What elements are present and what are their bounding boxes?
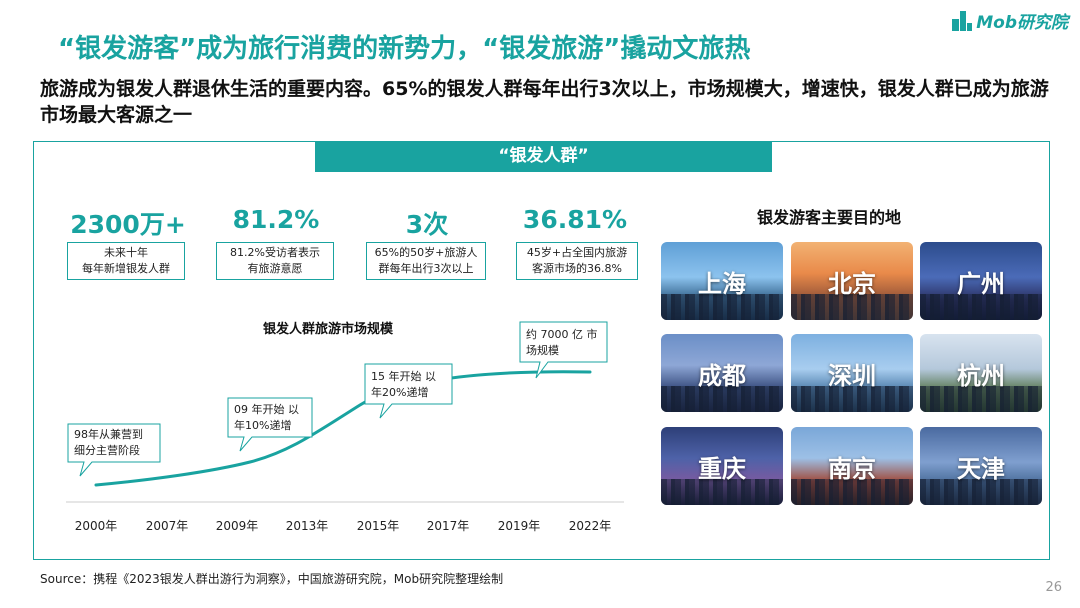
building-icon <box>952 10 973 31</box>
callout-3-line-2: 年20%递增 <box>371 385 428 399</box>
city-tile: 南京 <box>791 427 913 505</box>
brand-logo: Mob研究院 <box>952 8 1068 33</box>
city-label: 北京 <box>828 270 876 298</box>
city-label: 深圳 <box>828 362 876 390</box>
x-tick-label: 2007年 <box>146 519 189 533</box>
stat-value-2: 81.2% <box>232 205 320 234</box>
skyline-image <box>791 294 913 320</box>
x-tick-label: 2000年 <box>75 519 118 533</box>
chart-title: 银发人群旅游市场规模 <box>263 322 394 337</box>
city-label: 南京 <box>828 455 876 483</box>
logo-text: Mob研究院 <box>976 13 1068 33</box>
city-tile: 天津 <box>920 427 1042 505</box>
x-tick-label: 2022年 <box>569 519 612 533</box>
city-tile: 广州 <box>920 242 1042 320</box>
stat-desc-4: 45岁+占全国内旅游 客源市场的36.8% <box>516 242 638 280</box>
x-tick-label: 2013年 <box>286 519 329 533</box>
skyline-image <box>791 479 913 505</box>
city-label: 成都 <box>698 362 746 390</box>
callout-3: 15 年开始 以 年20%递增 <box>364 363 453 419</box>
page-subtitle: 旅游成为银发人群退休生活的重要内容。65%的银发人群每年出行3次以上，市场规模大… <box>40 78 1049 126</box>
city-tile: 上海 <box>661 242 783 320</box>
city-label: 杭州 <box>957 362 1005 390</box>
stat-value-1: 2300万+ <box>70 210 186 239</box>
city-tile: 北京 <box>791 242 913 320</box>
city-tile: 杭州 <box>920 334 1042 412</box>
skyline-image <box>661 294 783 320</box>
callout-4-line-2: 场规模 <box>526 343 559 357</box>
city-tile: 重庆 <box>661 427 783 505</box>
stat-desc-1: 未来十年 每年新增银发人群 <box>67 242 185 280</box>
destinations-title: 银发游客主要目的地 <box>757 208 902 227</box>
skyline-image <box>920 386 1042 412</box>
callout-1-line-2: 细分主营阶段 <box>74 443 140 457</box>
stat-desc-2: 81.2%受访者表示 有旅游意愿 <box>216 242 334 280</box>
stat-value-4: 36.81% <box>522 205 628 234</box>
page-number: 26 <box>1045 580 1062 595</box>
city-label: 上海 <box>698 270 746 298</box>
skyline-image <box>661 479 783 505</box>
skyline-image <box>791 386 913 412</box>
city-label: 广州 <box>957 270 1005 298</box>
skyline-image <box>661 386 783 412</box>
city-label: 天津 <box>957 455 1005 483</box>
x-tick-label: 2017年 <box>427 519 470 533</box>
callout-2-line-1: 09 年开始 以 <box>234 402 299 416</box>
x-tick-label: 2019年 <box>498 519 541 533</box>
callout-4: 约 7000 亿 市 场规模 <box>519 321 608 379</box>
stat-value-3: 3次 <box>405 210 449 239</box>
skyline-image <box>920 294 1042 320</box>
skyline-image <box>920 479 1042 505</box>
x-tick-label: 2009年 <box>216 519 259 533</box>
page-title: “银发游客”成为旅行消费的新势力，“银发旅游”撬动文旅热 <box>58 34 751 64</box>
city-label: 重庆 <box>698 455 746 483</box>
x-tick-label: 2015年 <box>357 519 400 533</box>
callout-1: 98年从兼营到 细分主营阶段 <box>67 423 161 477</box>
callout-2: 09 年开始 以 年10%递增 <box>227 397 313 452</box>
city-tile: 成都 <box>661 334 783 412</box>
callout-2-line-2: 年10%递增 <box>234 418 291 432</box>
source-note: Source：携程《2023银发人群出游行为洞察》，中国旅游研究院，Mob研究院… <box>40 572 504 586</box>
callout-1-line-1: 98年从兼营到 <box>74 427 143 441</box>
section-banner: “银发人群” <box>315 141 772 172</box>
callout-4-line-1: 约 7000 亿 市 <box>526 327 597 341</box>
trend-line <box>94 370 592 487</box>
stat-desc-3: 65%的50岁+旅游人 群每年出行3次以上 <box>366 242 486 280</box>
callout-3-line-1: 15 年开始 以 <box>371 369 436 383</box>
city-tile: 深圳 <box>791 334 913 412</box>
